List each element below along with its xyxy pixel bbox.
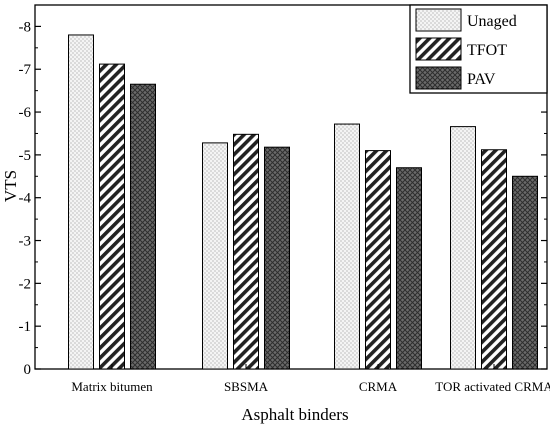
bar-unaged-2 (202, 142, 228, 370)
legend-label-pav: PAV (467, 71, 496, 88)
legend-swatch-tfot (415, 37, 462, 61)
legend-label-unaged: Unaged (467, 13, 517, 30)
x-tick-label: TOR activated CRMA (435, 379, 550, 394)
y-tick-label: -2 (19, 276, 32, 292)
y-tick-label: -3 (19, 234, 32, 250)
bar-pav-1 (130, 83, 156, 370)
legend-label-tfot: TFOT (467, 42, 507, 59)
legend-swatch-unaged (415, 8, 462, 32)
bar-unaged-4 (450, 126, 476, 370)
bar-pav-4 (512, 175, 538, 370)
y-tick-label: 0 (24, 362, 32, 378)
y-tick-label: -4 (19, 191, 32, 207)
x-tick-label: Matrix bitumen (71, 379, 153, 394)
bar-pav-3 (396, 167, 422, 370)
bar-unaged-1 (68, 34, 94, 370)
bar-tfot-3 (365, 150, 391, 370)
x-tick-label: SBSMA (224, 379, 269, 394)
x-tick-label: CRMA (359, 379, 398, 394)
bar-tfot-4 (481, 149, 507, 370)
bar-unaged-3 (334, 123, 360, 370)
y-tick-label: -1 (19, 319, 32, 335)
legend-swatch-pav (415, 66, 462, 90)
y-tick-label: -7 (19, 62, 32, 78)
bar-tfot-1 (99, 63, 125, 370)
plot-area: 0 -1 -2 -3 -4 -5 -6 -7 -8 Matrix bitumen SBSMA CRMA… (19, 4, 550, 394)
legend: Unaged TFOT PAV (409, 4, 548, 94)
y-axis-title: VTS (1, 170, 20, 202)
bar-pav-2 (264, 146, 290, 370)
y-tick-label: -8 (19, 19, 32, 35)
plot-frame (34, 4, 548, 370)
y-tick-label: -5 (19, 148, 32, 164)
y-tick-label: -6 (19, 105, 32, 121)
x-axis-title: Asphalt binders (241, 405, 348, 424)
bar-tfot-2 (233, 133, 259, 370)
